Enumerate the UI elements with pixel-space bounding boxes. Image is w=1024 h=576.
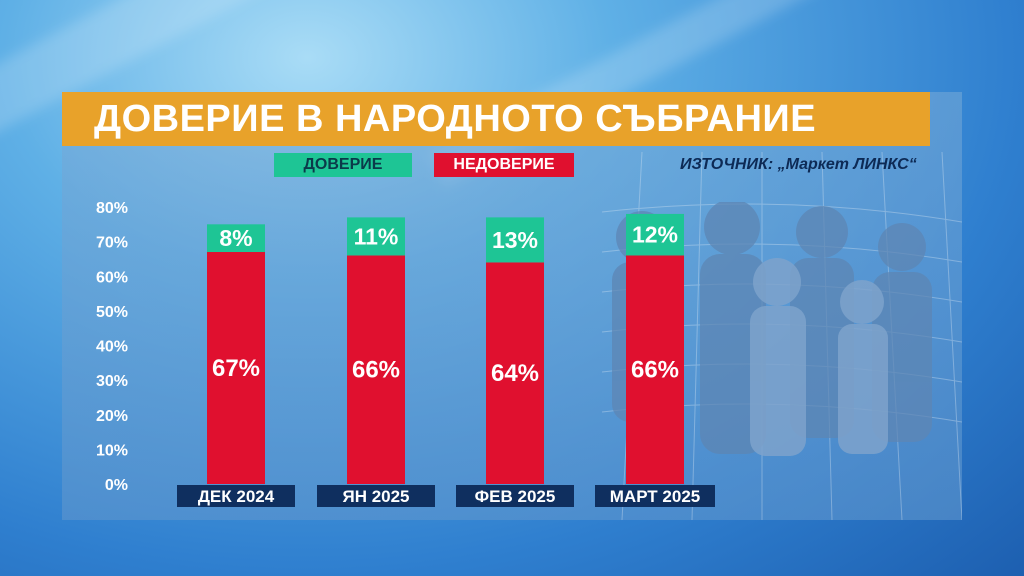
bar-distrust: [347, 255, 405, 484]
y-tick-label: 80%: [96, 200, 128, 217]
category-label: МАРТ 2025: [610, 487, 700, 506]
category-label: ФЕВ 2025: [475, 487, 556, 506]
bar-trust: [486, 217, 544, 263]
bar-trust: [626, 213, 684, 256]
y-tick-label: 30%: [96, 373, 128, 390]
y-tick-label: 40%: [96, 339, 128, 356]
y-tick-label: 50%: [96, 304, 128, 321]
category-label: ЯН 2025: [342, 487, 409, 506]
data-label-trust: 8%: [219, 225, 252, 251]
data-label-distrust: 67%: [212, 355, 260, 382]
chart-title: ДОВЕРИЕ В НАРОДНОТО СЪБРАНИЕ: [94, 98, 817, 140]
category-box: [317, 485, 435, 507]
title-bar: ДОВЕРИЕ В НАРОДНОТО СЪБРАНИЕ: [62, 92, 930, 146]
legend-distrust: НЕДОВЕРИЕ: [434, 153, 574, 177]
category-box: [595, 485, 715, 507]
data-label-distrust: 66%: [352, 357, 400, 384]
source-label: ИЗТОЧНИК: „Маркет ЛИНКС“: [680, 156, 917, 173]
data-label-distrust: 64%: [491, 360, 539, 387]
y-tick-label: 0%: [105, 477, 128, 494]
bar-distrust: [626, 255, 684, 484]
data-label-trust: 12%: [632, 222, 678, 248]
y-tick-label: 70%: [96, 235, 128, 252]
category-box: [456, 485, 574, 507]
data-label-trust: 13%: [492, 227, 538, 253]
data-label-distrust: 66%: [631, 357, 679, 384]
y-tick-label: 60%: [96, 269, 128, 286]
category-label: ДЕК 2024: [198, 487, 275, 506]
category-box: [177, 485, 295, 507]
bar-trust: [347, 217, 405, 256]
bar-distrust: [207, 252, 265, 484]
data-label-trust: 11%: [354, 223, 399, 249]
legend-trust: ДОВЕРИЕ: [274, 153, 412, 177]
bar-trust: [207, 224, 265, 253]
y-tick-label: 20%: [96, 408, 128, 425]
bar-distrust: [486, 262, 544, 484]
y-tick-label: 10%: [96, 442, 128, 459]
